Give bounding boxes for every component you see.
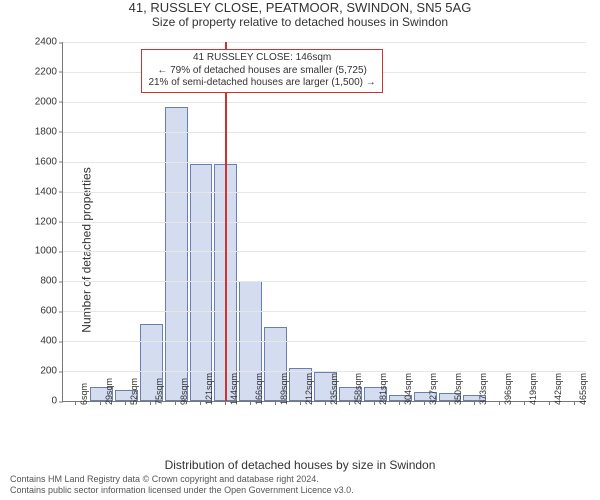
y-tick-label: 2400	[35, 37, 63, 48]
chart-area: Number of detached properties 6sqm29sqm5…	[0, 38, 600, 462]
y-tick-label: 0	[51, 396, 63, 407]
annotation-line: 41 RUSSLEY CLOSE: 146sqm	[148, 52, 375, 65]
property-marker-line	[225, 42, 227, 401]
gridline	[63, 102, 586, 103]
annotation-box: 41 RUSSLEY CLOSE: 146sqm← 79% of detache…	[141, 49, 382, 93]
y-tick-label: 2200	[35, 66, 63, 77]
gridline	[63, 281, 586, 282]
gridline	[63, 162, 586, 163]
y-tick-label: 400	[40, 336, 63, 347]
license-line-2: Contains public sector information licen…	[10, 485, 590, 496]
y-tick-label: 1200	[35, 216, 63, 227]
license-text: Contains HM Land Registry data © Crown c…	[10, 474, 590, 496]
annotation-line: 21% of semi-detached houses are larger (…	[148, 77, 375, 90]
y-tick-label: 1600	[35, 156, 63, 167]
gridline	[63, 371, 586, 372]
gridline	[63, 192, 586, 193]
gridline	[63, 251, 586, 252]
y-tick-label: 800	[40, 276, 63, 287]
y-tick-label: 200	[40, 366, 63, 377]
gridline	[63, 311, 586, 312]
page-title: 41, RUSSLEY CLOSE, PEATMOOR, SWINDON, SN…	[0, 0, 600, 15]
x-tick-label: 465sqm	[572, 373, 588, 405]
y-tick-label: 1000	[35, 246, 63, 257]
gridline	[63, 222, 586, 223]
y-tick-label: 2000	[35, 96, 63, 107]
gridline	[63, 42, 586, 43]
page-subtitle: Size of property relative to detached ho…	[0, 15, 600, 29]
y-tick-label: 600	[40, 306, 63, 317]
license-line-1: Contains HM Land Registry data © Crown c…	[10, 474, 590, 485]
histogram-bar	[190, 164, 213, 401]
y-tick-label: 1400	[35, 186, 63, 197]
gridline	[63, 132, 586, 133]
histogram-bar	[165, 107, 188, 401]
x-axis-label: Distribution of detached houses by size …	[0, 458, 600, 472]
y-tick-label: 1800	[35, 126, 63, 137]
annotation-line: ← 79% of detached houses are smaller (5,…	[148, 65, 375, 78]
histogram-plot: 6sqm29sqm52sqm75sqm98sqm121sqm144sqm166s…	[62, 42, 586, 402]
gridline	[63, 341, 586, 342]
